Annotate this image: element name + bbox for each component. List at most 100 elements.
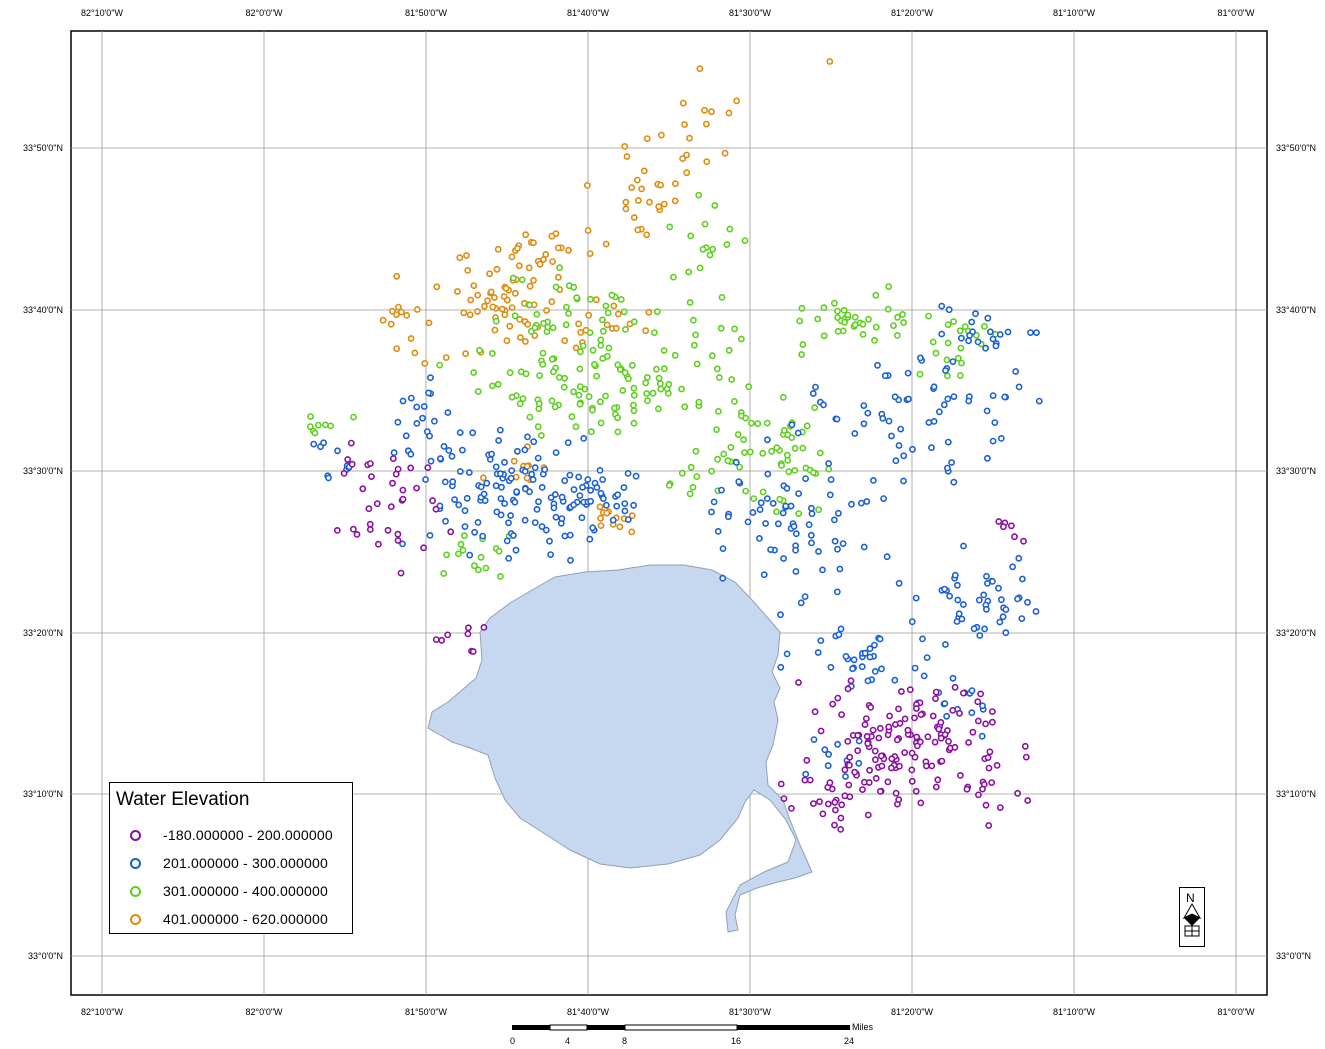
well-point [444, 409, 452, 416]
well-point [932, 695, 939, 702]
well-point [524, 320, 532, 328]
well-point [858, 499, 865, 507]
well-point [851, 768, 859, 776]
well-point [570, 283, 578, 291]
well-point [549, 324, 557, 332]
well-point [831, 537, 839, 545]
well-point [630, 391, 638, 399]
well-point [696, 264, 704, 272]
well-point [692, 331, 699, 339]
well-point [825, 465, 833, 473]
well-point [474, 291, 482, 299]
well-point [397, 308, 405, 316]
well-point [940, 401, 948, 409]
well-point [384, 526, 392, 534]
well-point [929, 338, 937, 346]
well-point [846, 753, 854, 761]
well-point [603, 509, 611, 517]
well-point [365, 505, 373, 513]
well-point [872, 291, 880, 299]
well-point [495, 547, 503, 555]
well-point [483, 479, 491, 487]
well-point [859, 786, 866, 793]
legend-swatch-blue [130, 857, 141, 869]
well-point [854, 747, 862, 755]
well-point [531, 464, 539, 472]
well-point [826, 491, 834, 499]
well-point [942, 367, 949, 374]
well-point [469, 648, 477, 655]
well-point [900, 477, 907, 485]
well-point [508, 393, 516, 401]
well-point [792, 568, 800, 575]
well-point [347, 439, 355, 447]
well-point [495, 437, 502, 444]
well-point [492, 317, 500, 325]
well-point [908, 777, 916, 785]
well-point [549, 258, 556, 265]
well-point [448, 452, 456, 460]
well-point [941, 585, 948, 593]
well-point [989, 392, 997, 399]
well-point [466, 551, 474, 559]
well-point [496, 426, 504, 434]
well-point [605, 344, 613, 352]
well-point [985, 764, 993, 772]
well-point [875, 734, 883, 742]
well-point [974, 717, 982, 725]
well-point [470, 369, 478, 376]
well-point [905, 395, 912, 403]
well-point [508, 253, 516, 261]
legend-title: Water Elevation [116, 789, 250, 810]
well-point [884, 305, 892, 313]
well-point [513, 488, 520, 496]
well-point [366, 526, 374, 533]
well-point [596, 466, 604, 474]
well-point [715, 407, 722, 415]
well-point [948, 459, 955, 466]
well-point [851, 321, 859, 329]
well-point [815, 506, 822, 514]
well-point [687, 463, 695, 471]
well-point [469, 429, 477, 437]
well-point [534, 454, 542, 462]
well-point [801, 776, 809, 784]
well-point [628, 512, 636, 520]
scale-label-24: 24 [844, 1036, 855, 1046]
well-point [565, 310, 572, 317]
well-point [359, 485, 367, 493]
well-point [876, 724, 884, 732]
well-point [811, 708, 819, 716]
well-point [953, 618, 961, 625]
latitude-labels-left: 33°50'0"N 33°40'0"N 33°30'0"N 33°20'0"N 33°1… [23, 143, 63, 961]
well-point [610, 302, 618, 310]
well-point [928, 444, 935, 452]
well-point [585, 393, 593, 401]
well-point [564, 439, 572, 447]
well-point [945, 306, 953, 314]
well-point [570, 501, 577, 509]
well-point [871, 668, 879, 675]
well-point [764, 436, 771, 444]
well-point [949, 674, 957, 682]
well-point [826, 58, 834, 65]
well-point [488, 349, 496, 357]
well-point [913, 733, 921, 741]
well-point [817, 727, 825, 735]
well-point [718, 486, 725, 494]
well-point [877, 752, 885, 760]
well-point [773, 508, 780, 516]
well-point [799, 444, 807, 452]
well-point [906, 686, 914, 694]
well-point [951, 571, 959, 579]
well-point [576, 365, 584, 373]
well-point [600, 327, 607, 335]
well-point [425, 319, 433, 327]
well-point [849, 665, 856, 673]
well-point [686, 490, 694, 498]
well-point [864, 677, 872, 685]
well-point [960, 542, 967, 550]
well-point [429, 497, 436, 505]
well-point [859, 330, 867, 338]
well-point [516, 315, 523, 323]
